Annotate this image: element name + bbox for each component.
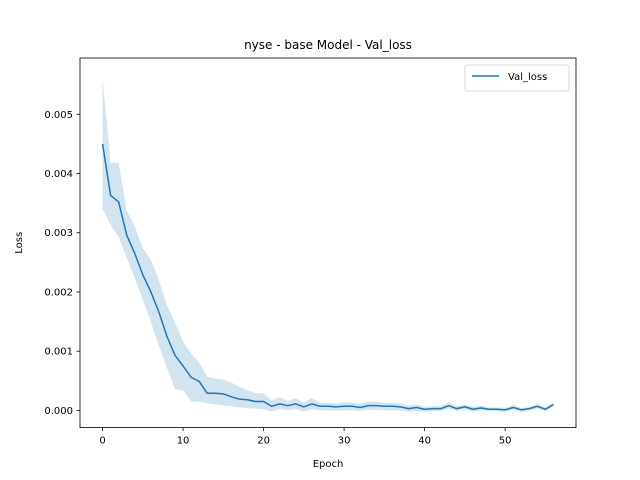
plot-frame [79,57,577,429]
x-tick-label: 10 [177,436,190,447]
y-tick-label: 0.001 [44,347,73,358]
y-tick-label: 0.000 [44,406,73,417]
legend-box [464,64,570,92]
series-line-layer [101,143,554,411]
y-axis-ticks: 0.000 0.001 0.002 0.003 0.004 0.005 [44,110,80,417]
x-tick-label: 30 [338,436,351,447]
chart-title: nyse - base Model - Val_loss [244,38,412,52]
x-axis-label: Epoch [313,459,344,470]
legend-entry-val-loss: Val_loss [508,72,547,83]
x-tick-label: 50 [499,436,512,447]
y-axis-label: Loss [14,232,25,254]
y-tick-label: 0.005 [44,110,73,121]
y-tick-label: 0.003 [44,228,73,239]
series-line-val-loss [101,143,554,411]
x-tick-label: 40 [418,436,431,447]
x-tick-label: 20 [257,436,270,447]
x-axis-ticks: 0 10 20 30 40 50 [99,427,512,447]
legend: Val_loss [464,64,570,92]
plot-area [79,57,577,429]
x-tick-label: 0 [99,436,105,447]
y-tick-label: 0.004 [44,169,73,180]
y-tick-label: 0.002 [44,287,73,298]
